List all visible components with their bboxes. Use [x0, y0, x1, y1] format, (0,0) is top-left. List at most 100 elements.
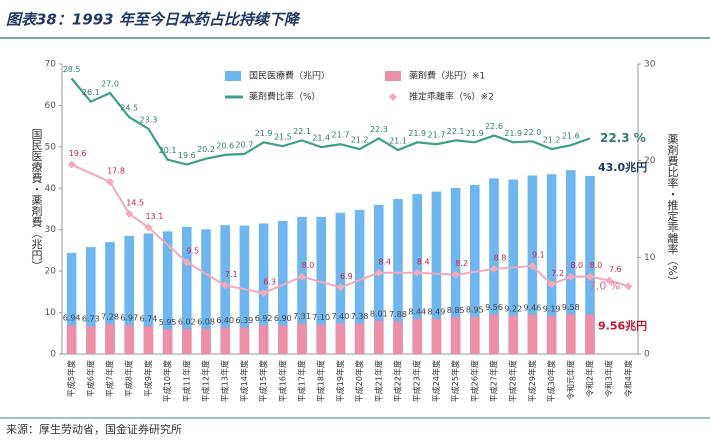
- line-label: 21.2: [351, 136, 369, 145]
- x-tick-label: 令和2年度: [585, 360, 595, 397]
- line-label: 21.4: [312, 134, 330, 143]
- bar: [354, 209, 365, 354]
- bar-label: 7.31: [293, 312, 311, 321]
- chart-title: 图表38：1993 年至今日本药占比持续下降: [6, 11, 301, 29]
- x-tick-label: 平成16年度: [277, 360, 287, 402]
- bar: [393, 199, 403, 354]
- marker: [182, 258, 191, 267]
- line-label: 21.2: [543, 136, 561, 145]
- bar: [278, 325, 288, 354]
- bar: [220, 225, 230, 354]
- y2-tick-label: 0: [644, 350, 650, 360]
- bar: [86, 247, 96, 354]
- bar: [143, 233, 154, 354]
- bar: [239, 327, 250, 354]
- bar-label: 9.56兆円: [598, 318, 647, 332]
- line-label: 21.7: [427, 131, 445, 140]
- marker-label: 6.9: [340, 272, 353, 281]
- x-tick-label: 平成8年度: [124, 360, 134, 397]
- y-tick-label: 50: [45, 142, 57, 152]
- bar-label: 7.40: [331, 312, 349, 321]
- marker-label: 7.2: [551, 269, 564, 278]
- bar-label: 5.95: [159, 318, 177, 327]
- bar: [470, 184, 480, 354]
- bar-label: 6.74: [139, 315, 157, 324]
- bar: [450, 317, 461, 354]
- line-label: 22.0: [523, 128, 541, 137]
- x-tick-label: 平成7年度: [105, 360, 115, 397]
- marker-label: 13.1: [145, 212, 163, 221]
- bar: [66, 325, 77, 354]
- bar: [412, 319, 422, 354]
- bar-label: 8.85: [447, 306, 465, 315]
- line: [70, 77, 591, 166]
- y-tick-label: 10: [45, 308, 57, 318]
- x-tick-label: 平成23年度: [412, 360, 422, 402]
- marker-label: 9.5: [186, 247, 199, 256]
- x-tick-label: 平成21年度: [373, 360, 383, 402]
- line-label: 21.9: [466, 129, 484, 138]
- line-label: 22.6: [485, 122, 503, 131]
- line-label: 21.6: [562, 132, 580, 141]
- marker-label: 8.0: [570, 261, 583, 270]
- x-tick-label: 平成22年度: [393, 360, 403, 402]
- bar: [220, 327, 230, 354]
- marker-label: 8.4: [378, 257, 391, 266]
- legend-label: 推定乖離率（%）※2: [409, 91, 494, 103]
- bar: [335, 323, 346, 354]
- marker-label: 8.2: [455, 259, 468, 268]
- x-tick-label: 平成19年度: [335, 360, 345, 402]
- x-tick-label: 平成27年度: [489, 360, 499, 402]
- bar: [162, 231, 173, 354]
- bar-label: 7.28: [101, 312, 119, 321]
- line-label: 27.0: [101, 80, 119, 89]
- line-label: 24.5: [120, 104, 138, 113]
- line-label: 21.9: [255, 129, 273, 138]
- marker: [451, 270, 460, 279]
- marker-label: 9.1: [532, 251, 545, 260]
- bar-label: 6.97: [120, 314, 138, 323]
- bar: [297, 216, 307, 354]
- marker-label: 8.0: [590, 261, 603, 270]
- bar: [354, 323, 365, 354]
- line-label: 20.1: [159, 146, 177, 155]
- line-label: 21.5: [274, 133, 292, 142]
- bar: [585, 314, 595, 354]
- bar: [393, 321, 403, 354]
- bar-label: 9.46: [523, 303, 541, 312]
- marker: [624, 282, 633, 291]
- marker: [125, 209, 134, 218]
- marker: [528, 262, 537, 271]
- x-tick-label: 平成25年度: [450, 360, 460, 402]
- x-tick-label: 平成11年度: [181, 360, 191, 402]
- y2-tick-label: 10: [644, 253, 656, 263]
- bar-label: 9.56: [485, 303, 503, 312]
- bar: [489, 314, 499, 354]
- marker-label: 7.6: [609, 265, 622, 274]
- bar-label: 7.10: [312, 313, 330, 322]
- marker: [413, 268, 422, 277]
- marker-label: 7.0 %: [589, 279, 620, 292]
- bar: [124, 235, 134, 354]
- bar: [105, 323, 115, 354]
- marker-label: 8.4: [417, 257, 430, 266]
- y2-tick-label: 30: [644, 60, 656, 70]
- marker-label: 6.3: [263, 278, 276, 287]
- line-label: 28.5: [63, 65, 81, 74]
- x-tick-label: 令和元年度: [565, 360, 575, 400]
- bar-label: 43.0兆円: [598, 160, 647, 174]
- x-tick-label: 平成9年度: [143, 360, 153, 397]
- source: 来源：厚生劳动省，国金证券研究所: [6, 422, 182, 436]
- y-tick-label: 20: [45, 267, 57, 277]
- bar-label: 9.19: [543, 304, 561, 313]
- marker-label: 7.1: [225, 270, 238, 279]
- x-tick-label: 平成24年度: [431, 360, 441, 402]
- y-tick-label: 40: [45, 184, 57, 194]
- y-tick-label: 60: [45, 101, 57, 111]
- line-label: 21.9: [408, 129, 426, 138]
- bar: [143, 326, 154, 354]
- y2-tick-label: 20: [644, 156, 656, 166]
- marker: [586, 272, 594, 281]
- x-tick-label: 平成26年度: [469, 360, 479, 402]
- bar: [258, 223, 269, 354]
